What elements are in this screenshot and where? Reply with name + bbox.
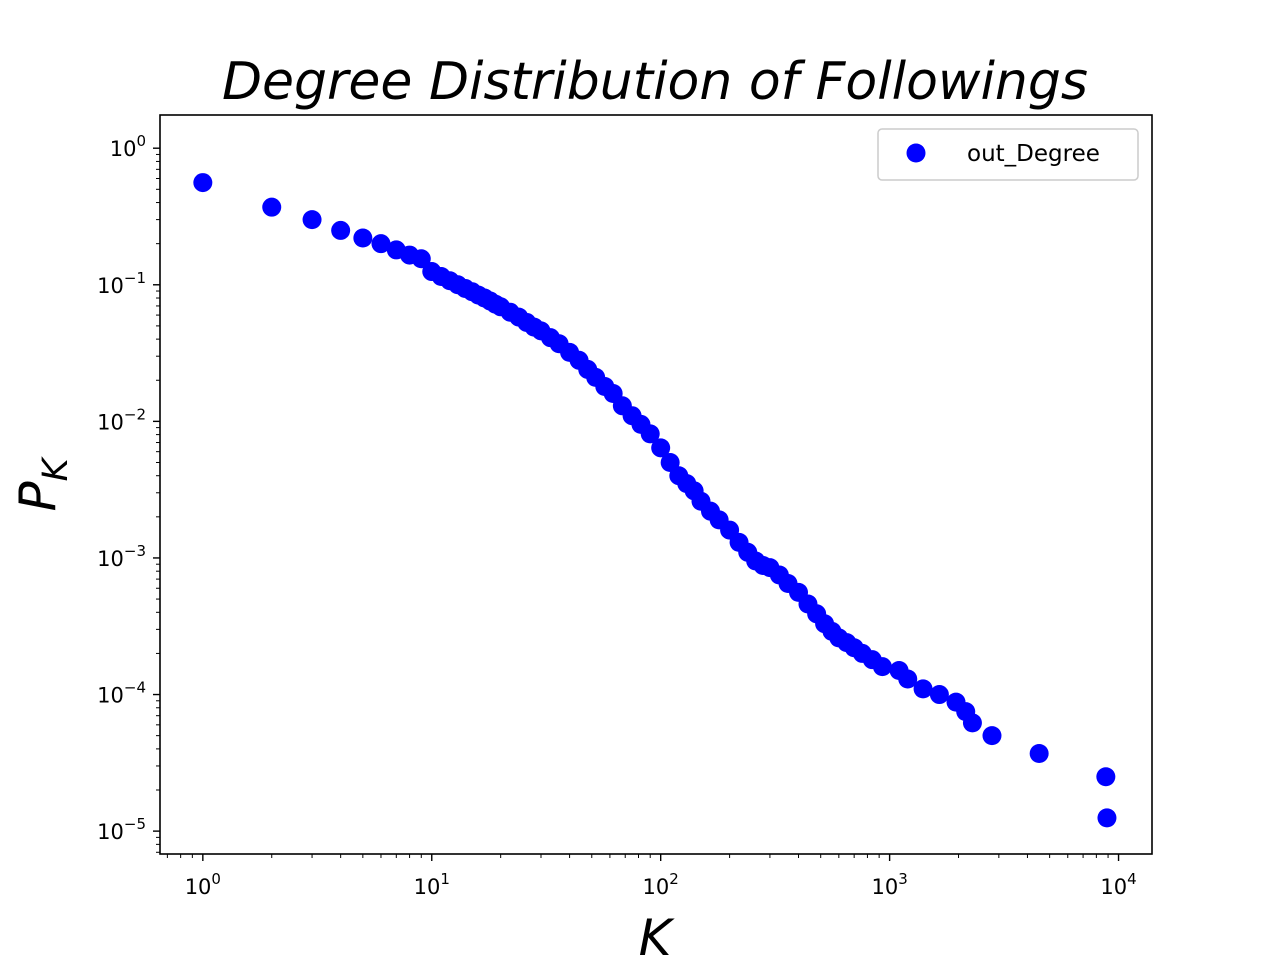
- data-point: [1096, 767, 1116, 787]
- y-axis-label: PK: [9, 455, 76, 511]
- legend-label: out_Degree: [967, 141, 1100, 167]
- y-tick-base: 10: [110, 137, 137, 161]
- x-tick-label: 100: [185, 870, 221, 899]
- x-tick-label: 102: [643, 870, 679, 899]
- data-point: [353, 228, 373, 248]
- y-tick-label: 10−2: [97, 405, 146, 434]
- x-tick-base: 10: [871, 875, 898, 899]
- data-point: [411, 249, 431, 269]
- data-point: [929, 685, 949, 705]
- y-tick-exponent: −4: [124, 679, 146, 697]
- y-axis-label-base: P: [9, 481, 67, 512]
- legend-marker: [906, 143, 926, 163]
- data-point: [193, 173, 213, 193]
- y-axis-label-subscript: K: [36, 455, 76, 481]
- data-point: [640, 424, 660, 444]
- chart-title: Degree Distribution of Followings: [222, 52, 1088, 112]
- y-tick-base: 10: [97, 410, 124, 434]
- x-tick-exponent: 4: [1127, 870, 1137, 888]
- data-points: [193, 173, 1117, 828]
- x-tick-label: 101: [414, 870, 450, 899]
- x-tick-exponent: 2: [669, 870, 679, 888]
- y-tick-label: 10−1: [97, 269, 146, 298]
- y-tick-base: 10: [97, 274, 124, 298]
- x-axis-label: K: [639, 909, 676, 960]
- x-axis-ticks: 100 101 102 103 104: [166, 854, 1137, 899]
- x-tick-base: 10: [414, 875, 441, 899]
- y-tick-exponent: 0: [136, 132, 146, 150]
- y-tick-exponent: −3: [124, 542, 146, 560]
- data-point: [1097, 808, 1117, 828]
- data-point: [651, 438, 671, 458]
- data-point: [371, 234, 391, 254]
- x-tick-exponent: 1: [440, 870, 450, 888]
- y-tick-exponent: −2: [124, 405, 146, 423]
- x-tick-label: 103: [871, 870, 907, 899]
- y-tick-base: 10: [97, 547, 124, 571]
- data-point: [962, 713, 982, 733]
- y-tick-base: 10: [97, 684, 124, 708]
- x-tick-base: 10: [1100, 875, 1127, 899]
- y-tick-label: 10−5: [97, 815, 146, 844]
- y-tick-exponent: −1: [124, 269, 146, 287]
- data-point: [872, 657, 892, 677]
- data-point: [982, 726, 1002, 746]
- x-tick-label: 104: [1100, 870, 1136, 899]
- x-tick-exponent: 3: [898, 870, 908, 888]
- data-point: [898, 669, 918, 689]
- legend-box: [877, 128, 1139, 181]
- x-tick-base: 10: [643, 875, 670, 899]
- x-tick-base: 10: [185, 875, 212, 899]
- y-tick-label: 10−4: [97, 679, 146, 708]
- y-tick-exponent: −5: [124, 815, 146, 833]
- data-point: [302, 210, 322, 230]
- y-tick-label: 10−3: [97, 542, 146, 571]
- data-point: [331, 220, 351, 240]
- plot-frame: [159, 114, 1153, 855]
- legend: out_Degree: [877, 128, 1139, 181]
- data-point: [1029, 744, 1049, 764]
- x-tick-exponent: 0: [211, 870, 221, 888]
- y-tick-base: 10: [97, 820, 124, 844]
- data-point: [262, 197, 282, 217]
- data-point: [913, 679, 933, 699]
- y-tick-label: 100: [110, 132, 146, 161]
